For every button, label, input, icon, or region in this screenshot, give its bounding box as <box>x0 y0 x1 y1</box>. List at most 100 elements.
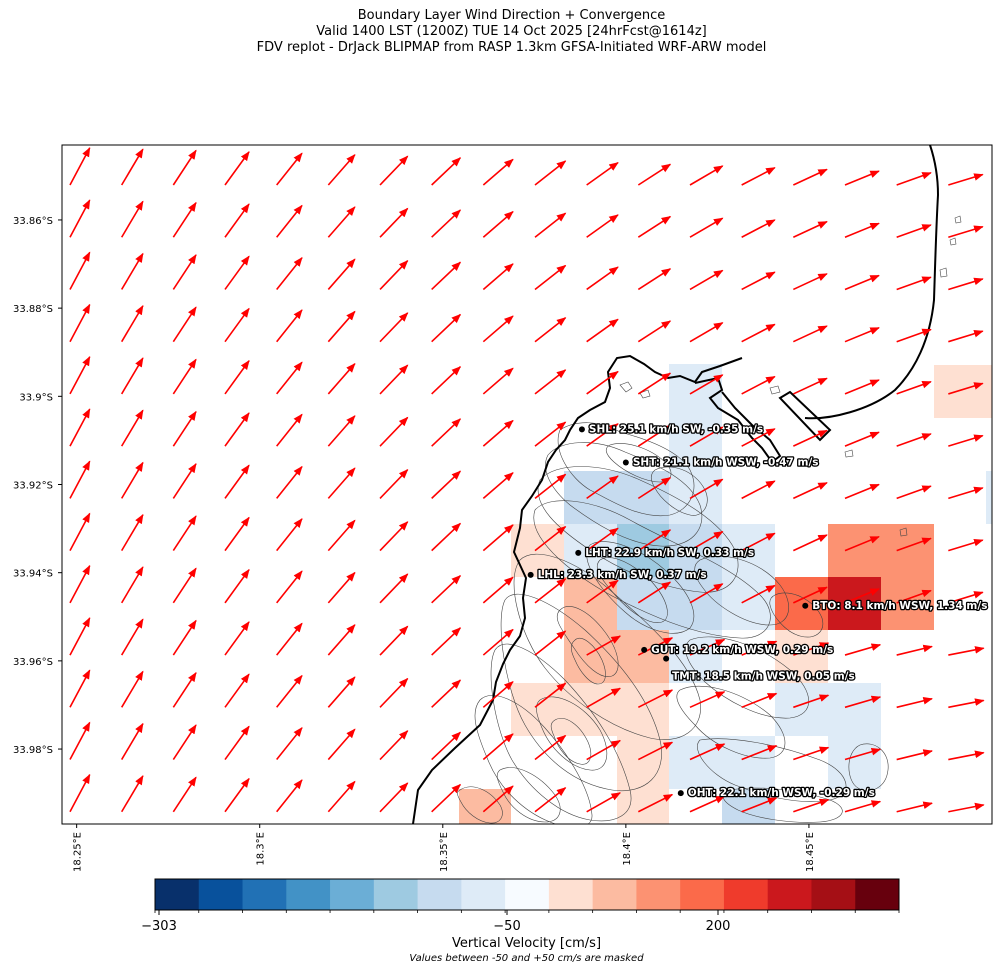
wind-arrow <box>534 369 567 395</box>
wind-arrow <box>637 215 672 238</box>
contour-line <box>586 541 695 634</box>
colorbar-label: Vertical Velocity [cm/s] <box>451 936 602 951</box>
wind-arrow <box>327 310 356 343</box>
wind-arrow <box>689 374 724 395</box>
wind-arrow <box>379 155 409 186</box>
wind-arrow <box>741 428 776 447</box>
contour-line <box>596 557 668 623</box>
colorbar-swatch <box>155 879 200 910</box>
wind-arrow <box>327 415 356 447</box>
vv-cell <box>722 736 775 789</box>
wind-arrow <box>948 434 984 447</box>
station-marker-sht[interactable] <box>622 459 629 466</box>
colorbar-swatch <box>198 879 243 910</box>
wind-arrow <box>948 538 984 552</box>
wind-arrow <box>534 734 567 761</box>
station-marker-lht[interactable] <box>575 549 582 556</box>
wind-arrow <box>69 408 91 447</box>
wind-arrow <box>586 475 619 500</box>
station-label-oht: OHT: 22.1 km/h WSW, -0.29 m/s <box>688 787 875 799</box>
wind-arrow <box>689 217 724 238</box>
wind-arrow <box>224 777 250 813</box>
wind-arrow <box>741 745 778 761</box>
wind-arrow <box>276 727 303 761</box>
wind-arrow <box>637 689 674 709</box>
wind-arrow <box>276 256 303 290</box>
wind-arrow <box>69 512 91 551</box>
wind-arrow <box>120 670 144 708</box>
wind-arrow <box>69 199 91 238</box>
contour-line <box>619 381 633 393</box>
wind-arrow <box>741 166 776 186</box>
contour-line <box>685 636 810 719</box>
lon-tick-label: 18.45°E <box>805 832 816 872</box>
station-marker-tmt[interactable] <box>663 655 670 662</box>
vv-cell <box>881 524 934 577</box>
wind-arrow <box>69 147 91 186</box>
wind-arrow <box>586 423 619 447</box>
wind-arrow <box>69 303 91 343</box>
wind-arrow <box>948 382 984 395</box>
station-marker-oht[interactable] <box>677 790 684 797</box>
lat-tick-label: 33.94°S <box>13 569 53 580</box>
wind-arrow <box>69 721 91 760</box>
station-marker-shl[interactable] <box>578 426 585 433</box>
station-marker-bto[interactable] <box>802 602 809 609</box>
wind-arrow <box>792 482 828 500</box>
wind-arrow <box>793 642 830 656</box>
wind-arrow <box>482 263 514 291</box>
wind-arrow <box>792 168 828 186</box>
contour-line <box>676 685 786 759</box>
wind-arrow <box>172 619 197 656</box>
colorbar-swatch <box>767 879 812 910</box>
wind-arrow <box>637 268 672 291</box>
station-label-bto: BTO: 8.1 km/h WSW, 1.34 m/s <box>812 600 987 612</box>
wind-arrow <box>534 682 567 708</box>
station-label-gut: GUT: 19.2 km/h WSW, 0.29 m/s <box>651 644 833 656</box>
wind-arrow <box>120 513 144 552</box>
colorbar-swatch <box>242 879 287 910</box>
wind-arrow <box>482 681 514 708</box>
wind-arrow <box>741 532 776 552</box>
wind-arrow <box>431 157 462 186</box>
vv-cell <box>617 736 669 789</box>
colorbar: −303 −50 200 <box>141 878 900 934</box>
station-marker-lhl[interactable] <box>527 571 534 578</box>
wind-arrow <box>482 367 514 395</box>
title-line-2: Valid 1400 LST (1200Z) TUE 14 Oct 2025 [… <box>316 24 707 39</box>
coastline-main <box>412 354 743 824</box>
wind-arrow <box>120 566 144 604</box>
wind-arrow <box>534 264 567 291</box>
wind-arrow <box>224 568 250 604</box>
wind-arrow <box>741 797 778 813</box>
wind-arrow <box>689 165 724 186</box>
wind-arrow <box>948 698 985 709</box>
wind-arrow <box>896 644 933 656</box>
wind-arrow <box>276 204 303 238</box>
wind-arrow <box>276 779 303 813</box>
station-marker-gut[interactable] <box>641 646 648 653</box>
colorbar-frame <box>154 878 900 911</box>
wind-arrow <box>120 461 144 499</box>
vv-cell <box>669 577 722 630</box>
wind-arrow <box>379 782 409 813</box>
wind-arrow <box>120 200 144 238</box>
wind-arrow <box>276 152 303 186</box>
vv-cell <box>828 683 881 736</box>
wind-arrow <box>224 621 250 656</box>
coastline <box>412 145 940 824</box>
wind-arrow <box>431 366 462 395</box>
vv-cell <box>828 524 881 577</box>
coastline-east <box>804 145 940 420</box>
station-label-shl: SHL: 25.1 km/h SW, -0.35 m/s <box>589 423 763 435</box>
wind-arrow <box>844 483 880 500</box>
wind-arrow <box>172 671 197 708</box>
terrain-contours <box>457 215 962 824</box>
wind-arrow <box>844 747 882 761</box>
wind-arrow <box>69 460 91 499</box>
wind-arrow <box>431 783 462 813</box>
wind-arrow <box>844 431 880 447</box>
contour-line <box>804 457 814 466</box>
wind-arrow <box>482 524 514 552</box>
